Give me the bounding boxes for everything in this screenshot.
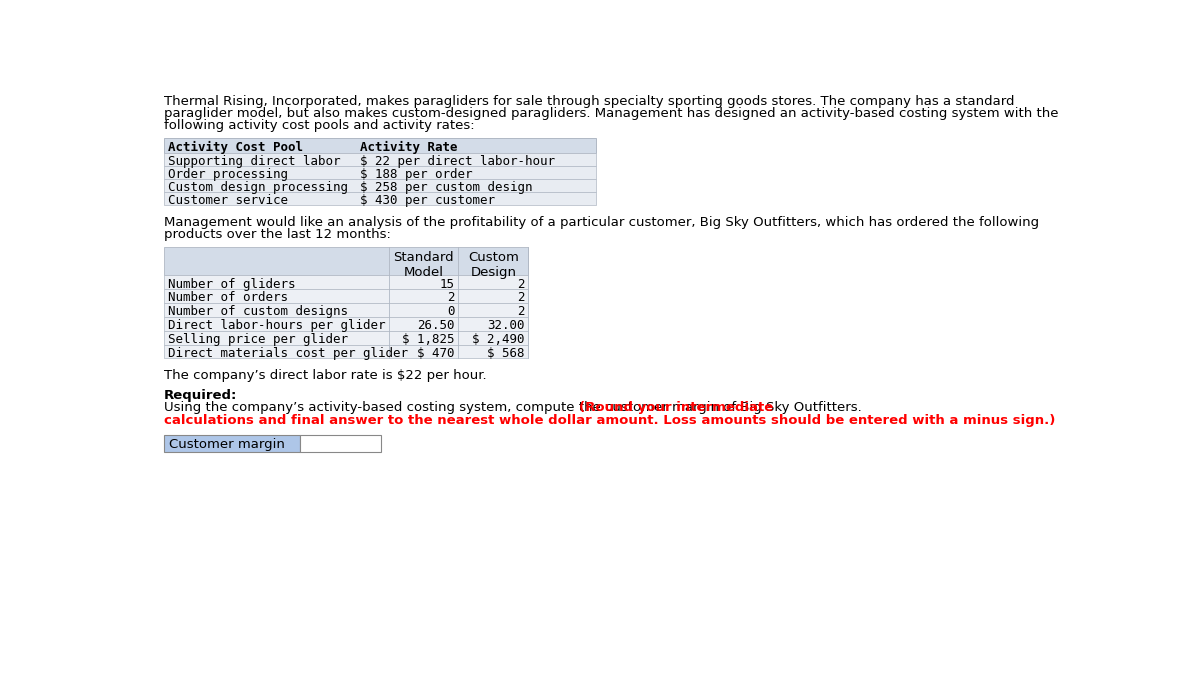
Bar xyxy=(164,303,528,317)
Bar xyxy=(164,166,596,179)
Text: Customer margin: Customer margin xyxy=(168,438,284,451)
Bar xyxy=(164,179,596,192)
Text: $ 258 per custom design: $ 258 per custom design xyxy=(360,181,533,194)
Text: Selling price per glider: Selling price per glider xyxy=(168,333,348,346)
Text: $ 568: $ 568 xyxy=(487,347,524,360)
Text: $ 430 per customer: $ 430 per customer xyxy=(360,194,496,207)
Text: following activity cost pools and activity rates:: following activity cost pools and activi… xyxy=(164,119,474,132)
Bar xyxy=(164,436,300,452)
Text: Customer service: Customer service xyxy=(168,194,288,207)
Bar xyxy=(164,344,528,358)
Text: Required:: Required: xyxy=(164,389,238,402)
Bar xyxy=(164,331,528,344)
Text: 32.00: 32.00 xyxy=(487,319,524,332)
Text: $ 22 per direct labor-hour: $ 22 per direct labor-hour xyxy=(360,155,556,168)
Text: The company’s direct labor rate is $22 per hour.: The company’s direct labor rate is $22 p… xyxy=(164,369,486,382)
Text: paraglider model, but also makes custom-designed paragliders. Management has des: paraglider model, but also makes custom-… xyxy=(164,106,1058,119)
Text: 0: 0 xyxy=(448,305,455,318)
Text: Supporting direct labor: Supporting direct labor xyxy=(168,155,341,168)
Text: $ 470: $ 470 xyxy=(418,347,455,360)
Text: 2: 2 xyxy=(517,292,524,305)
Text: 2: 2 xyxy=(517,278,524,290)
Bar xyxy=(164,248,528,275)
Bar xyxy=(300,436,380,452)
Text: $ 2,490: $ 2,490 xyxy=(472,333,524,346)
Bar xyxy=(164,275,528,289)
Text: Number of orders: Number of orders xyxy=(168,292,288,305)
Text: calculations and final answer to the nearest whole dollar amount. Loss amounts s: calculations and final answer to the nea… xyxy=(164,414,1055,427)
Text: products over the last 12 months:: products over the last 12 months: xyxy=(164,228,391,241)
Text: Management would like an analysis of the profitability of a particular customer,: Management would like an analysis of the… xyxy=(164,216,1039,229)
Text: Number of custom designs: Number of custom designs xyxy=(168,305,348,318)
Bar xyxy=(164,317,528,331)
Text: Thermal Rising, Incorporated, makes paragliders for sale through specialty sport: Thermal Rising, Incorporated, makes para… xyxy=(164,95,1014,108)
Text: Activity Rate: Activity Rate xyxy=(360,141,457,154)
Text: (Round your intermediate: (Round your intermediate xyxy=(578,401,773,414)
Text: $ 188 per order: $ 188 per order xyxy=(360,168,473,181)
Text: 26.50: 26.50 xyxy=(418,319,455,332)
Text: 15: 15 xyxy=(439,278,455,290)
Text: Using the company’s activity-based costing system, compute the customer margin o: Using the company’s activity-based costi… xyxy=(164,401,866,414)
Bar xyxy=(164,138,596,153)
Text: Order processing: Order processing xyxy=(168,168,288,181)
Bar xyxy=(164,153,596,166)
Text: 2: 2 xyxy=(448,292,455,305)
Text: Custom design processing: Custom design processing xyxy=(168,181,348,194)
Text: Custom
Design: Custom Design xyxy=(468,250,518,279)
Text: $ 1,825: $ 1,825 xyxy=(402,333,455,346)
Bar xyxy=(164,192,596,205)
Text: 2: 2 xyxy=(517,305,524,318)
Bar xyxy=(164,289,528,303)
Text: Direct labor-hours per glider: Direct labor-hours per glider xyxy=(168,319,385,332)
Text: Number of gliders: Number of gliders xyxy=(168,278,295,290)
Text: Standard
Model: Standard Model xyxy=(394,250,454,279)
Text: Direct materials cost per glider: Direct materials cost per glider xyxy=(168,347,408,360)
Text: Activity Cost Pool: Activity Cost Pool xyxy=(168,141,302,154)
